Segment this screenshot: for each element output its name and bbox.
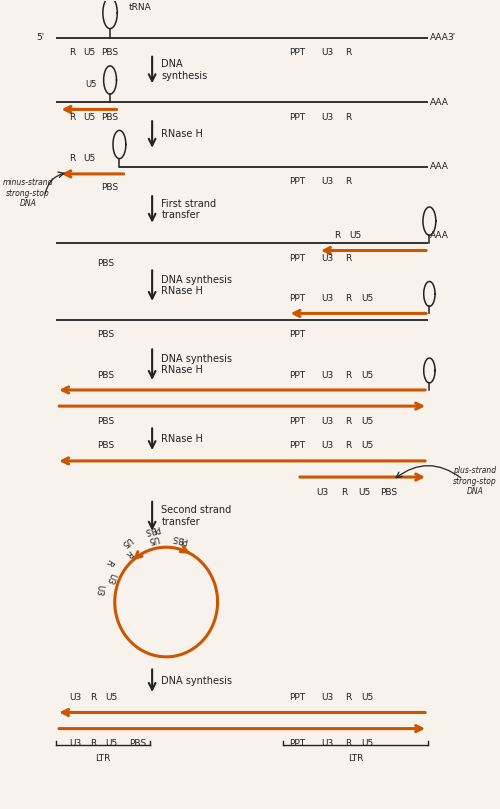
- Text: U5: U5: [361, 417, 374, 426]
- Text: R: R: [346, 739, 352, 748]
- Text: AAA: AAA: [430, 162, 449, 172]
- Text: plus-strand
strong-stop
DNA: plus-strand strong-stop DNA: [453, 466, 496, 496]
- Text: 5': 5': [36, 33, 44, 42]
- Text: PPT: PPT: [289, 177, 305, 186]
- Text: U3: U3: [322, 112, 334, 121]
- Text: R: R: [123, 547, 133, 557]
- Text: U5: U5: [358, 488, 371, 497]
- Text: AAA: AAA: [430, 33, 449, 42]
- Text: PBS: PBS: [130, 739, 146, 748]
- Text: R: R: [104, 557, 115, 567]
- Text: U5: U5: [106, 739, 118, 748]
- Text: PPT: PPT: [289, 371, 305, 379]
- Text: R: R: [346, 294, 352, 303]
- Text: R: R: [346, 417, 352, 426]
- Text: PBS: PBS: [102, 112, 118, 121]
- Text: minus-strand
strong-stop
DNA: minus-strand strong-stop DNA: [3, 178, 53, 208]
- Text: DNA synthesis
RNase H: DNA synthesis RNase H: [162, 275, 232, 296]
- Text: R: R: [334, 231, 340, 240]
- Text: R: R: [70, 112, 76, 121]
- Text: PPT: PPT: [289, 417, 305, 426]
- Text: U3: U3: [322, 254, 334, 263]
- Text: R: R: [346, 177, 352, 186]
- Text: PBS: PBS: [142, 523, 160, 535]
- Text: R: R: [346, 693, 352, 702]
- Text: U5: U5: [119, 535, 134, 549]
- Text: PBS: PBS: [97, 417, 114, 426]
- Text: PPT: PPT: [289, 739, 305, 748]
- Text: U3: U3: [322, 693, 334, 702]
- Text: PBS: PBS: [170, 533, 188, 545]
- Text: U5: U5: [361, 294, 374, 303]
- Text: DNA
synthesis: DNA synthesis: [162, 59, 208, 81]
- Text: U3: U3: [322, 371, 334, 379]
- Text: R: R: [346, 442, 352, 451]
- Text: U5: U5: [361, 693, 374, 702]
- Text: PBS: PBS: [102, 49, 118, 57]
- Text: U3: U3: [322, 177, 334, 186]
- Text: PBS: PBS: [380, 488, 397, 497]
- Text: LTR: LTR: [348, 755, 363, 764]
- Text: First strand
transfer: First strand transfer: [162, 198, 216, 220]
- Text: R: R: [346, 49, 352, 57]
- Text: U5: U5: [350, 231, 362, 240]
- Text: U5: U5: [83, 112, 95, 121]
- Text: PPT: PPT: [289, 330, 305, 339]
- Text: tRNA: tRNA: [129, 3, 152, 12]
- Text: PBS: PBS: [97, 371, 114, 379]
- Text: DNA synthesis: DNA synthesis: [162, 676, 232, 686]
- Text: U3: U3: [322, 739, 334, 748]
- Text: Second strand
transfer: Second strand transfer: [162, 506, 232, 527]
- Text: U3: U3: [69, 693, 81, 702]
- Text: U5: U5: [86, 80, 97, 89]
- Text: U3: U3: [104, 571, 117, 585]
- Text: R: R: [90, 739, 96, 748]
- Text: R: R: [70, 155, 76, 163]
- Text: U5: U5: [83, 49, 95, 57]
- Text: U3: U3: [322, 49, 334, 57]
- Text: U3: U3: [69, 739, 81, 748]
- Text: U5: U5: [83, 155, 95, 163]
- Text: PPT: PPT: [289, 294, 305, 303]
- Text: PPT: PPT: [289, 442, 305, 451]
- Text: R: R: [70, 49, 76, 57]
- Text: U5: U5: [106, 693, 118, 702]
- Text: U3: U3: [316, 488, 329, 497]
- Text: PBS: PBS: [97, 330, 114, 339]
- Text: AAA: AAA: [430, 98, 449, 107]
- Text: U5: U5: [361, 739, 374, 748]
- Text: PPT: PPT: [289, 693, 305, 702]
- Text: U5: U5: [361, 442, 374, 451]
- Text: R: R: [346, 371, 352, 379]
- Text: RNase H: RNase H: [162, 129, 203, 139]
- Text: PBS: PBS: [97, 260, 114, 269]
- Text: U3: U3: [322, 442, 334, 451]
- Text: 3': 3': [448, 33, 456, 42]
- Text: R: R: [346, 254, 352, 263]
- Text: LTR: LTR: [96, 755, 110, 764]
- Text: U3: U3: [322, 417, 334, 426]
- Text: U5: U5: [361, 371, 374, 379]
- Text: RNase H: RNase H: [162, 434, 203, 444]
- Text: DNA synthesis
RNase H: DNA synthesis RNase H: [162, 354, 232, 375]
- Text: PBS: PBS: [97, 442, 114, 451]
- Text: R: R: [340, 488, 347, 497]
- Text: PPT: PPT: [289, 112, 305, 121]
- Text: AAA: AAA: [430, 231, 449, 239]
- Text: U3: U3: [322, 294, 334, 303]
- Text: PBS: PBS: [102, 183, 118, 192]
- Text: U5: U5: [146, 533, 160, 544]
- Text: PPT: PPT: [289, 49, 305, 57]
- Text: R: R: [90, 693, 96, 702]
- Text: U3: U3: [94, 584, 104, 597]
- Text: R: R: [346, 112, 352, 121]
- Text: PPT: PPT: [289, 254, 305, 263]
